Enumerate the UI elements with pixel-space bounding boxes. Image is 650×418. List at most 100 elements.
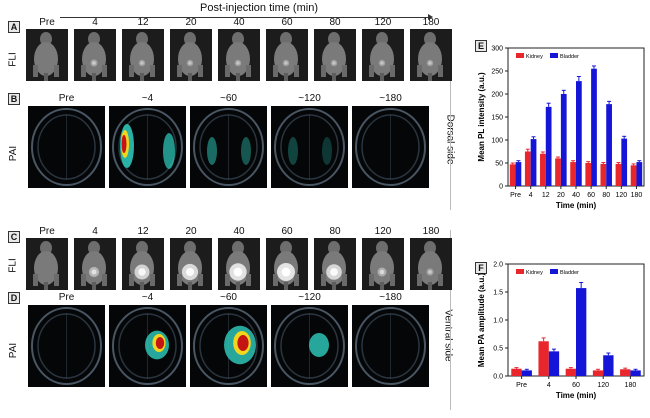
row-label-fli-ventral: FLI (7, 258, 19, 273)
timepoint-dorsal-3: 20 (185, 17, 197, 28)
bar-bladder (630, 370, 641, 376)
fli-image-ventral-8 (410, 238, 452, 290)
timepoint-ventral-3: 20 (185, 226, 197, 237)
row-label-pai-dorsal: PAI (8, 145, 20, 162)
panel-label-d: D (8, 292, 20, 304)
pai-timepoint-ventral-3: ~120 (298, 292, 321, 303)
pai-scan (274, 307, 345, 385)
pai-timepoint-ventral-4: ~180 (379, 292, 402, 303)
bar-kidney (540, 153, 546, 186)
x-tick-label: 80 (602, 192, 610, 199)
y-axis-label: Mean PL intensity (a.u.) (477, 72, 486, 162)
bar-bladder (576, 81, 582, 186)
timepoint-ventral-8: 180 (422, 226, 440, 237)
pai-image-ventral-3 (271, 305, 348, 387)
fli-image-dorsal-1 (74, 29, 116, 81)
bar-kidney (592, 370, 604, 376)
y-tick-label: 250 (491, 69, 503, 76)
timepoint-dorsal-5: 60 (281, 17, 293, 28)
pai-image-dorsal-1 (109, 106, 186, 188)
bar-bladder (530, 139, 537, 186)
y-tick-label: 200 (491, 92, 503, 99)
x-tick-label: 120 (597, 382, 609, 389)
timepoint-ventral-6: 80 (329, 226, 341, 237)
x-tick-label: 12 (542, 192, 550, 199)
x-axis-label: Time (min) (556, 201, 597, 210)
x-tick-label: 4 (547, 382, 551, 389)
pai-timepoint-ventral-1: ~4 (141, 292, 154, 303)
chart-f: 0.0 0.5 1.0 1.5 2.0 Pre 4 60 120 180 Time (min) Mea… (477, 262, 645, 400)
pai-image-dorsal-4 (352, 106, 429, 188)
mouse-silhouette (81, 32, 107, 81)
timepoint-dorsal-4: 40 (233, 17, 245, 28)
x-axis-label: Time (min) (556, 391, 597, 400)
bar-bladder (591, 68, 597, 186)
pai-image-dorsal-3 (271, 106, 348, 188)
fli-image-ventral-0 (26, 238, 68, 290)
bar-bladder (606, 104, 612, 186)
mouse-silhouette (177, 241, 203, 290)
legend-swatch-kidney (516, 53, 524, 58)
pai-scan (274, 108, 345, 186)
fli-image-ventral-5 (266, 238, 308, 290)
pai-timepoint-dorsal-2: ~60 (220, 93, 237, 104)
mouse-silhouette (225, 241, 251, 290)
x-tick-label: 60 (587, 192, 595, 199)
legend-swatch-kidney (516, 269, 524, 274)
timepoint-dorsal-0: Pre (39, 17, 55, 28)
fli-image-ventral-4 (218, 238, 260, 290)
mouse-silhouette (273, 32, 299, 81)
pai-image-ventral-1 (109, 305, 186, 387)
pai-image-ventral-0 (28, 305, 105, 387)
pai-scan (193, 108, 264, 186)
panel-label-f: F (475, 262, 487, 274)
x-tick-label: 4 (529, 192, 533, 199)
pai-timepoint-ventral-0: Pre (58, 292, 75, 303)
timepoint-ventral-4: 40 (233, 226, 245, 237)
fli-image-dorsal-8 (410, 29, 452, 81)
timepoint-ventral-5: 60 (281, 226, 293, 237)
bar-bladder (560, 94, 567, 186)
fli-image-dorsal-6 (314, 29, 356, 81)
legend-label-kidney: Kidney (526, 270, 543, 276)
row-label-pai-ventral: PAI (8, 342, 20, 359)
fli-image-ventral-2 (122, 238, 164, 290)
chart-e: 0 50 100 150 200 250 300 Pre 4 12 20 40 60 80 120 180 Ti… (477, 46, 645, 210)
fli-image-dorsal-3 (170, 29, 212, 81)
bar-bladder (548, 351, 560, 376)
bar-kidney (600, 163, 607, 186)
y-tick-label: 300 (491, 46, 503, 53)
bar-kidney (585, 163, 592, 186)
x-tick-label: 60 (572, 382, 580, 389)
mouse-silhouette (225, 32, 251, 81)
bar-kidney (538, 341, 549, 376)
timepoint-ventral-2: 12 (137, 226, 149, 237)
y-tick-label: 100 (491, 138, 503, 145)
timepoint-ventral-7: 120 (374, 226, 392, 237)
pai-scan (31, 307, 102, 385)
y-tick-label: 0.5 (493, 346, 503, 353)
mouse-silhouette (273, 241, 299, 290)
bar-kidney (620, 369, 631, 376)
bar-kidney (615, 163, 622, 186)
y-tick-label: 1.5 (493, 290, 503, 297)
mouse-silhouette (129, 32, 155, 81)
panel-label-c: C (8, 231, 20, 243)
timepoint-dorsal-8: 180 (422, 17, 440, 28)
pai-image-dorsal-2 (190, 106, 267, 188)
pai-timepoint-dorsal-3: ~120 (298, 93, 321, 104)
header-arrow-head (428, 14, 433, 20)
pai-scan (31, 108, 102, 186)
pai-scan (193, 307, 264, 385)
mouse-silhouette (417, 241, 443, 290)
bar-bladder (603, 355, 614, 376)
x-tick-label: 180 (625, 382, 637, 389)
x-tick-label: Pre (510, 192, 521, 199)
bar-kidney (565, 368, 576, 376)
separator-dorsal (450, 30, 451, 210)
timepoint-dorsal-7: 120 (374, 17, 392, 28)
legend-label-bladder: Bladder (560, 54, 579, 60)
x-tick-label: 40 (572, 192, 580, 199)
pai-timepoint-dorsal-4: ~180 (379, 93, 402, 104)
bar-bladder (521, 370, 532, 376)
